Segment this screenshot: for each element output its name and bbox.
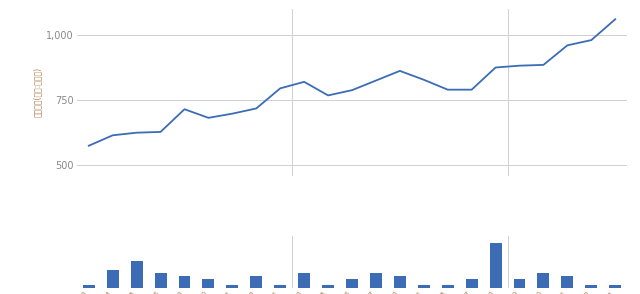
Bar [442, 285, 454, 288]
Bar [274, 285, 286, 288]
Bar [538, 273, 549, 288]
Bar [202, 279, 214, 288]
Bar [83, 285, 95, 288]
Bar [107, 270, 118, 288]
Bar [490, 243, 502, 288]
Bar [513, 279, 525, 288]
Y-axis label: 거래금액(단위:백만원): 거래금액(단위:백만원) [33, 67, 42, 117]
Bar [418, 285, 430, 288]
Bar [394, 276, 406, 288]
Bar [155, 273, 166, 288]
Bar [586, 285, 597, 288]
Bar [131, 261, 143, 288]
Bar [346, 279, 358, 288]
Bar [609, 285, 621, 288]
Bar [370, 273, 382, 288]
Bar [561, 276, 573, 288]
Bar [322, 285, 334, 288]
Bar [227, 285, 238, 288]
Bar [298, 273, 310, 288]
Bar [179, 276, 191, 288]
Bar [250, 276, 262, 288]
Bar [466, 279, 477, 288]
